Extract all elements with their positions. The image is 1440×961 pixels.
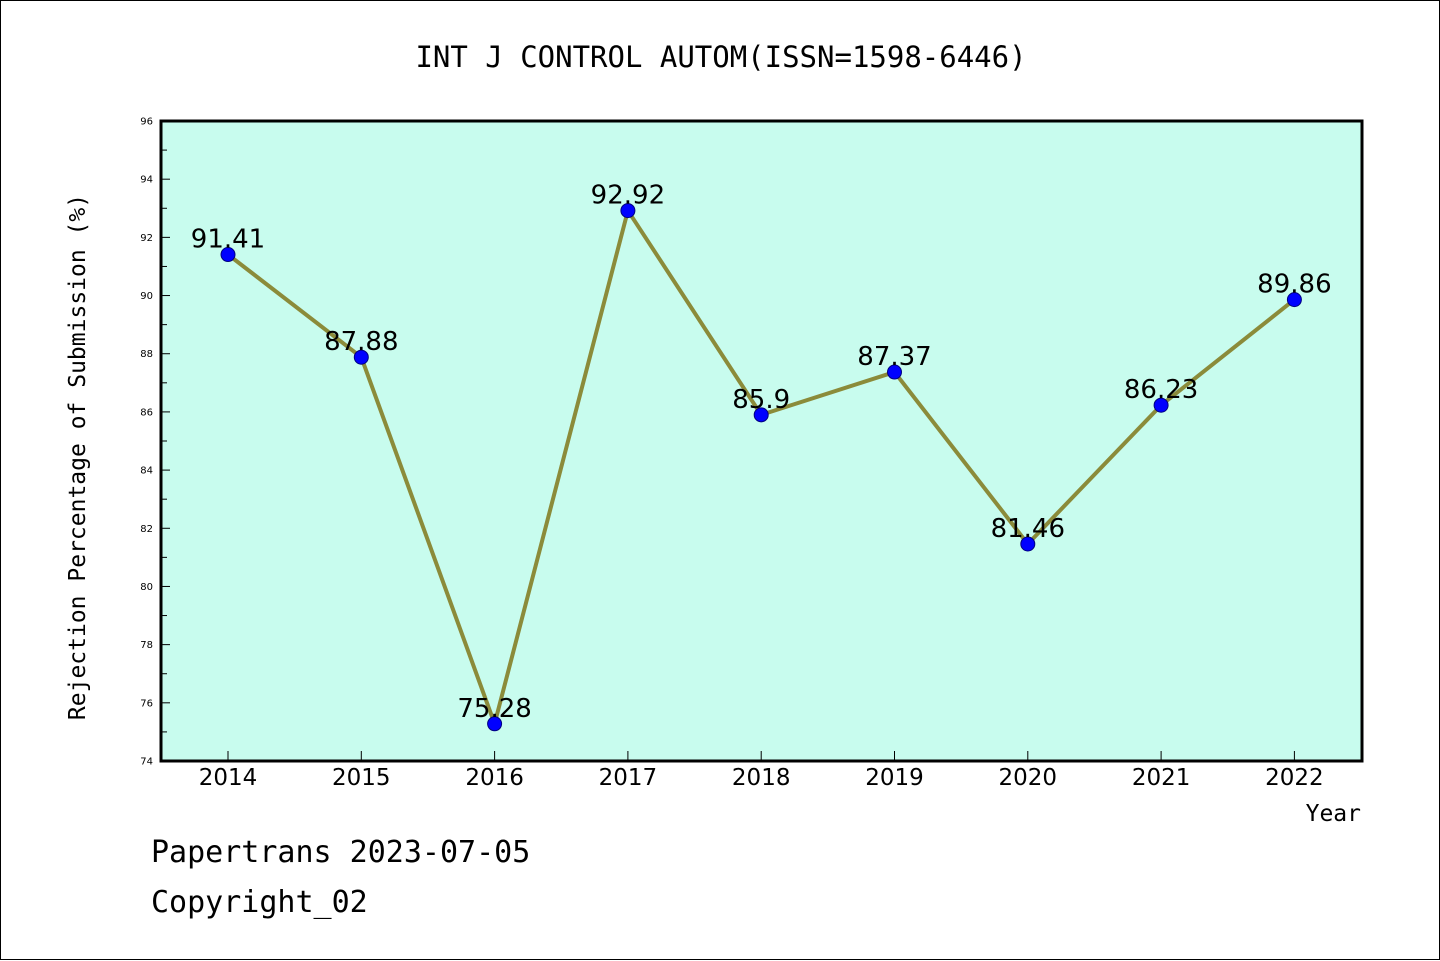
data-point (353, 349, 369, 365)
x-tick-label: 2016 (465, 765, 524, 791)
data-label: 75.28 (457, 694, 531, 724)
x-axis-label: Year (1306, 801, 1361, 827)
chart-title: INT J CONTROL AUTOM(ISSN=1598-6446) (415, 40, 1026, 74)
y-tick-label: 78 (140, 640, 153, 651)
data-label: 81.46 (991, 514, 1065, 544)
y-axis-label: Rejection Percentage of Submission (%) (65, 194, 91, 720)
data-point (220, 247, 236, 263)
data-label: 91.41 (191, 225, 265, 255)
x-tick-label: 2022 (1265, 765, 1324, 791)
series-layer: 91.41 87.88 75.28 92.92 85.9 87.37 81.46 86.23 8… (191, 181, 1332, 732)
x-tick-label: 2014 (199, 765, 258, 791)
x-tick-label: 2019 (865, 765, 924, 791)
data-point (487, 716, 503, 732)
data-label: 89.86 (1257, 270, 1331, 300)
footer-date-text: Papertrans 2023-07-05 (151, 835, 531, 870)
y-tick-label: 84 (140, 466, 153, 477)
axis-ticks: 74 76 78 80 82 84 86 88 90 92 94 96 2014 2015 2016 2017… (140, 117, 1323, 792)
x-tick-label: 2017 (599, 765, 658, 791)
data-point (887, 364, 902, 380)
x-tick-label: 2018 (732, 765, 791, 791)
x-tick-label: 2021 (1132, 765, 1191, 791)
y-tick-label: 80 (140, 582, 153, 593)
data-point (1020, 536, 1036, 552)
data-point (620, 203, 636, 219)
data-label: 87.37 (857, 342, 931, 372)
plot-area (161, 121, 1362, 761)
x-tick-label: 2020 (999, 765, 1058, 791)
data-point (1286, 292, 1302, 308)
data-label: 92.92 (591, 181, 665, 211)
y-tick-label: 90 (140, 291, 153, 302)
plot-frame (159, 119, 1364, 763)
y-tick-label: 86 (140, 407, 153, 418)
y-tick-label: 88 (140, 349, 153, 360)
data-label: 85.9 (732, 385, 790, 415)
data-point (1153, 397, 1169, 413)
y-tick-label: 82 (140, 524, 153, 535)
data-label: 86.23 (1124, 375, 1198, 405)
data-label: 87.88 (324, 327, 398, 357)
footer-copyright-text: Copyright_02 (151, 885, 368, 920)
y-tick-label: 94 (140, 175, 153, 186)
y-tick-label: 76 (140, 698, 153, 709)
y-tick-label: 92 (140, 233, 153, 244)
y-tick-label: 96 (140, 117, 153, 128)
data-point (753, 407, 769, 423)
y-tick-label: 74 (140, 757, 153, 768)
x-tick-label: 2015 (332, 765, 391, 791)
